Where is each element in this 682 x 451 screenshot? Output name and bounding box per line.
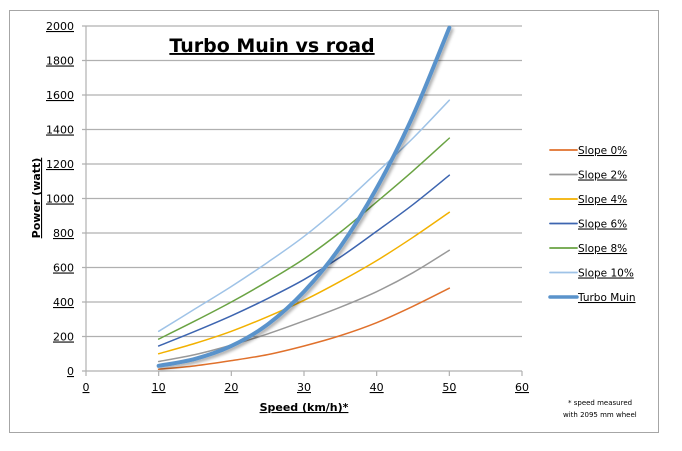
x-tick-label: 60 xyxy=(515,381,529,394)
legend-item: Slope 2% xyxy=(549,170,627,182)
x-tick-label: 0 xyxy=(83,381,90,394)
y-tick-label: 1800 xyxy=(46,55,74,68)
footnote-line-1: * speed measured xyxy=(568,399,632,407)
legend-label: Slope 6% xyxy=(578,219,627,231)
legend: Slope 0% Slope 2% Slope 4% Slope 6% Slope 8%… xyxy=(548,145,636,304)
x-tick-label: 50 xyxy=(442,381,456,394)
gridlines xyxy=(82,25,522,372)
series-line-slope-4 xyxy=(157,211,451,355)
y-axis-ticks: 0 200 400 600 800 1000 1200 1400 1600 1800 2000 xyxy=(46,20,74,378)
legend-item: Slope 6% xyxy=(549,219,627,231)
legend-item: Slope 0% xyxy=(549,145,627,157)
series-line-slope-0 xyxy=(157,287,451,371)
legend-item: Slope 10% xyxy=(549,268,634,280)
legend-label: Slope 8% xyxy=(578,243,627,255)
legend-item: Turbo Muin xyxy=(548,292,636,304)
x-axis-title: Speed (km/h)* xyxy=(260,401,349,414)
series-lines xyxy=(156,25,452,371)
legend-label: Turbo Muin xyxy=(577,292,636,304)
series-line-slope-10 xyxy=(157,99,451,333)
series-line-slope-2 xyxy=(157,249,451,363)
x-tick-label: 40 xyxy=(370,381,384,394)
x-tick-label: 20 xyxy=(224,381,238,394)
legend-item: Slope 8% xyxy=(549,243,627,255)
series-line-turbo-muin xyxy=(156,25,452,368)
footnote-line-2: with 2095 mm wheel xyxy=(563,411,637,419)
x-axis-ticks: 0 10 20 30 40 50 60 xyxy=(83,371,529,394)
chart-frame xyxy=(9,10,659,433)
y-tick-label: 0 xyxy=(67,365,74,378)
y-tick-label: 600 xyxy=(53,262,74,275)
series-line-slope-8 xyxy=(157,137,451,340)
y-tick-label: 2000 xyxy=(46,20,74,33)
legend-label: Slope 0% xyxy=(578,145,627,157)
y-tick-label: 1000 xyxy=(46,193,74,206)
y-tick-label: 400 xyxy=(53,296,74,309)
y-tick-label: 1200 xyxy=(46,158,74,171)
y-tick-label: 800 xyxy=(53,227,74,240)
x-tick-label: 30 xyxy=(297,381,311,394)
y-tick-label: 1400 xyxy=(46,124,74,137)
y-tick-label: 200 xyxy=(53,331,74,344)
y-axis-title: Power (watt) xyxy=(30,158,43,239)
x-tick-label: 10 xyxy=(152,381,166,394)
chart-title: Turbo Muin vs road xyxy=(169,35,374,57)
series-line-slope-6 xyxy=(157,174,451,347)
legend-label: Slope 2% xyxy=(578,170,627,182)
legend-item: Slope 4% xyxy=(549,194,627,206)
legend-label: Slope 10% xyxy=(578,268,634,280)
y-tick-label: 1600 xyxy=(46,89,74,102)
legend-label: Slope 4% xyxy=(578,194,627,206)
